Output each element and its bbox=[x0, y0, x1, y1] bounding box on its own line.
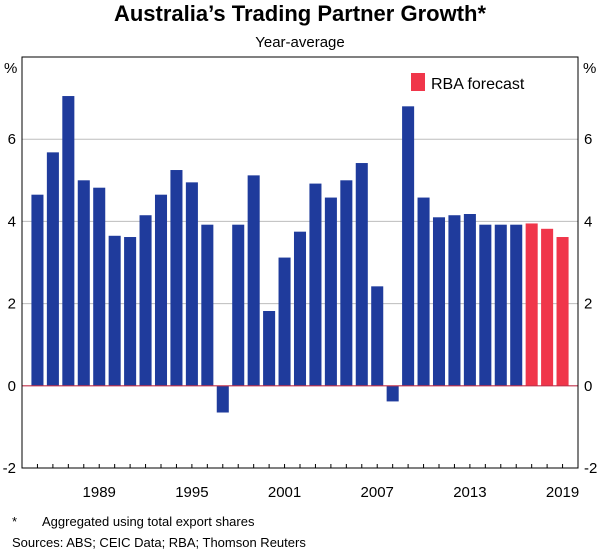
bar bbox=[108, 235, 121, 386]
footnote: * Aggregated using total export shares bbox=[12, 514, 254, 529]
x-tick-label: 1995 bbox=[175, 484, 208, 501]
bar bbox=[170, 170, 183, 386]
bar bbox=[417, 197, 430, 386]
bar bbox=[77, 180, 90, 386]
bar bbox=[371, 286, 384, 386]
bar bbox=[355, 163, 368, 386]
y-tick-label-left: 0 bbox=[8, 378, 16, 395]
chart-subtitle: Year-average bbox=[255, 34, 345, 51]
y-tick-label-left: 6 bbox=[8, 131, 16, 148]
bar bbox=[340, 180, 353, 386]
bar bbox=[185, 182, 198, 386]
forecast-bar bbox=[541, 228, 554, 386]
legend-label-forecast: RBA forecast bbox=[431, 76, 525, 93]
x-tick-label: 2013 bbox=[453, 484, 486, 501]
bar bbox=[402, 106, 415, 386]
y-tick-label-right: -2 bbox=[584, 460, 597, 477]
x-axis: 1989 1995 2001 2007 2013 2019 bbox=[36, 464, 579, 501]
bar bbox=[293, 231, 307, 386]
bar bbox=[62, 96, 75, 386]
legend-swatch-forecast bbox=[411, 73, 425, 91]
bar bbox=[201, 224, 214, 386]
bar bbox=[232, 224, 245, 386]
bar bbox=[139, 215, 152, 386]
x-tick-label: 1989 bbox=[83, 484, 116, 501]
bar bbox=[309, 183, 322, 386]
forecast-bar bbox=[556, 237, 569, 386]
bar bbox=[93, 187, 106, 386]
bar bbox=[46, 152, 59, 386]
legend: RBA forecast bbox=[411, 73, 525, 93]
y-tick-label-right: 0 bbox=[584, 378, 592, 395]
x-tick-label: 2007 bbox=[361, 484, 394, 501]
bar bbox=[324, 197, 337, 386]
sources: Sources: ABS; CEIC Data; RBA; Thomson Re… bbox=[12, 535, 306, 550]
y-tick-label-left: 2 bbox=[8, 296, 16, 313]
bar bbox=[154, 194, 168, 386]
x-tick-label: 2019 bbox=[546, 484, 579, 501]
footnote-mark: * bbox=[12, 514, 18, 529]
y-tick-label-left: -2 bbox=[3, 460, 16, 477]
y-tick-label-right: 4 bbox=[584, 213, 592, 230]
x-tick-label: 2001 bbox=[268, 484, 301, 501]
y-axis-left: -2 0 2 4 6 bbox=[3, 131, 16, 477]
y-axis-right: -2 0 2 4 6 bbox=[584, 131, 597, 477]
forecast-bar bbox=[525, 223, 538, 386]
bar bbox=[448, 215, 461, 386]
y-unit-right: % bbox=[583, 60, 596, 77]
y-tick-label-right: 2 bbox=[584, 296, 592, 313]
bar bbox=[31, 194, 44, 386]
bar bbox=[463, 214, 476, 386]
y-tick-label-left: 4 bbox=[8, 213, 16, 230]
bar bbox=[510, 224, 523, 386]
bar bbox=[124, 237, 137, 386]
chart-title: Australia’s Trading Partner Growth* bbox=[114, 1, 486, 26]
bar bbox=[479, 224, 492, 386]
bar bbox=[432, 217, 446, 386]
footnote-text: Aggregated using total export shares bbox=[42, 514, 255, 529]
bar bbox=[386, 385, 399, 402]
y-tick-label-right: 6 bbox=[584, 131, 592, 148]
bar bbox=[494, 224, 507, 386]
bar bbox=[278, 257, 291, 386]
bar bbox=[247, 175, 260, 386]
bar bbox=[216, 385, 229, 413]
bars bbox=[31, 96, 569, 413]
bar bbox=[263, 310, 276, 386]
y-unit-left: % bbox=[4, 60, 17, 77]
